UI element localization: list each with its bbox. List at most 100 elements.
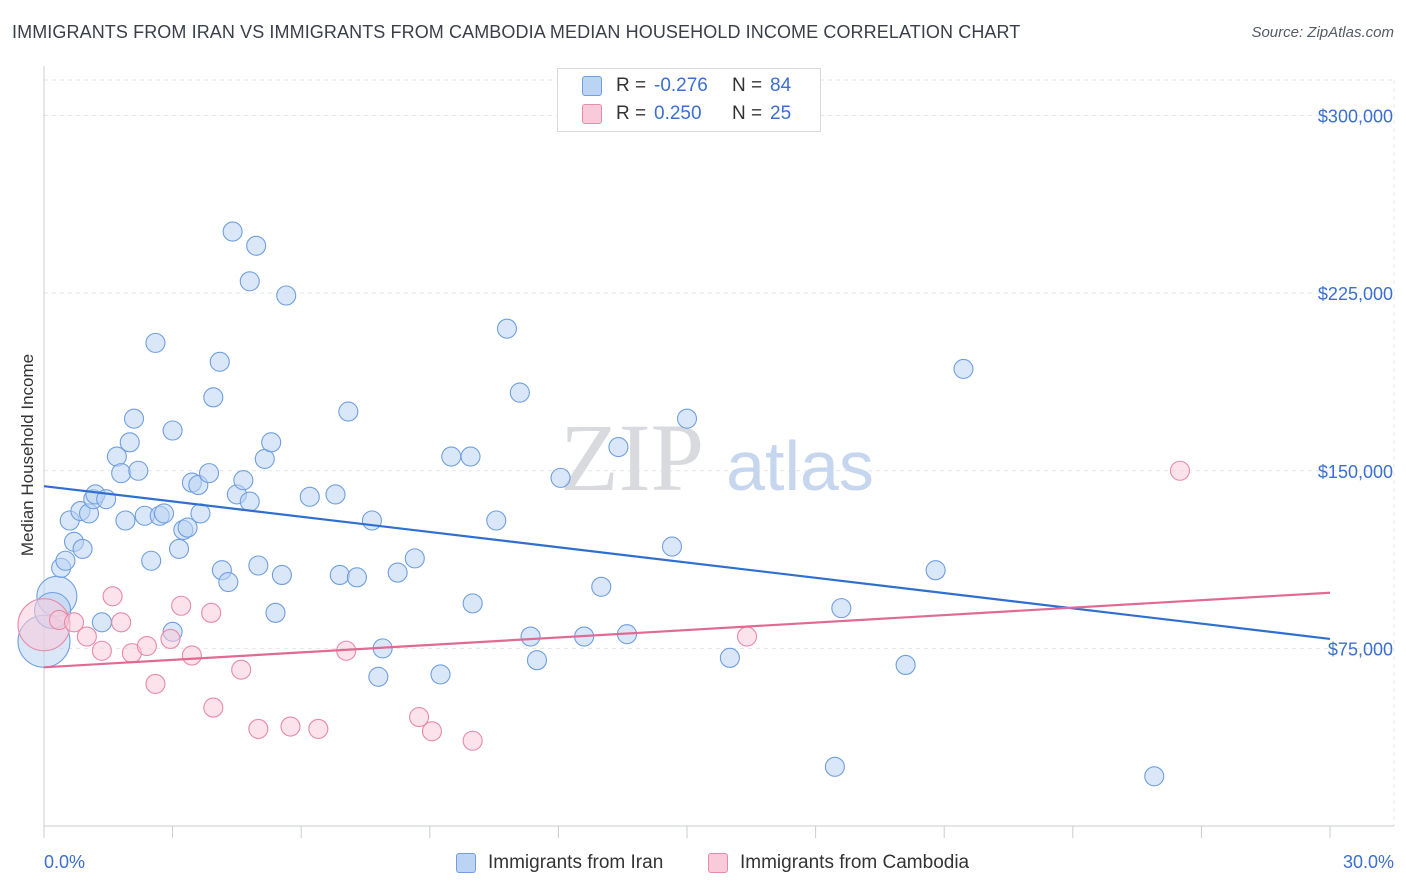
data-point <box>361 510 382 531</box>
data-point <box>233 470 254 491</box>
data-point <box>550 467 571 488</box>
y-tick-labels: $75,000 $150,000 $225,000 $300,000 <box>1318 107 1393 660</box>
data-point <box>404 548 425 569</box>
data-point <box>162 420 183 441</box>
data-point <box>91 640 112 661</box>
r-value: -0.276 <box>654 75 708 96</box>
data-point <box>346 567 367 588</box>
data-point <box>486 510 507 531</box>
data-point <box>329 564 350 586</box>
data-point <box>824 756 845 777</box>
data-point <box>63 612 85 633</box>
y-tick-label: $300,000 <box>1318 107 1393 127</box>
y-axis-label: Median Household Income <box>18 353 37 557</box>
data-point <box>409 707 430 728</box>
data-point <box>145 332 166 353</box>
data-point <box>141 550 162 571</box>
trend-lines <box>43 485 1331 669</box>
legend-swatch-iran <box>456 853 476 873</box>
data-point <box>925 560 946 581</box>
data-point <box>387 562 408 583</box>
data-point <box>145 673 166 694</box>
series-cambodia <box>17 460 1191 751</box>
trend-line-cambodia <box>43 591 1331 669</box>
data-point <box>299 486 320 507</box>
source-credit: Source: ZipAtlas.com <box>1251 24 1394 41</box>
data-point <box>520 626 541 647</box>
x-tick-label-max: 30.0% <box>1342 852 1394 872</box>
chart-title: IMMIGRANTS FROM IRAN VS IMMIGRANTS FROM … <box>12 22 1021 42</box>
grid-lines <box>44 79 1395 826</box>
legend-item-iran[interactable]: Immigrants from Iran <box>456 852 663 874</box>
legend-swatch-cambodia <box>708 853 728 873</box>
r-value: 0.250 <box>654 103 702 124</box>
legend-label-iran: Immigrants from Iran <box>488 852 664 873</box>
data-point <box>261 432 282 453</box>
data-point <box>496 318 518 339</box>
data-point <box>181 645 202 666</box>
n-label: N = <box>732 75 763 96</box>
legend-row-iran: R = -0.276 N = 84 <box>582 73 791 99</box>
data-point <box>325 484 346 505</box>
data-point <box>462 730 483 751</box>
data-point <box>661 536 683 557</box>
data-point <box>895 654 916 676</box>
y-tick-label: $150,000 <box>1318 462 1393 482</box>
data-point <box>111 612 132 633</box>
watermark: ZIP atlas <box>560 404 874 511</box>
data-point <box>171 595 192 616</box>
data-point <box>218 572 239 593</box>
data-point <box>338 401 359 422</box>
data-point <box>76 626 97 647</box>
data-point <box>1169 460 1191 481</box>
data-point <box>608 437 629 458</box>
data-point <box>222 221 243 242</box>
data-point <box>719 647 740 668</box>
n-value: 25 <box>770 103 792 124</box>
data-point <box>276 285 297 306</box>
data-point <box>239 271 260 292</box>
data-point <box>246 235 267 256</box>
data-point <box>248 718 269 739</box>
data-point <box>953 358 974 379</box>
data-point <box>190 503 211 524</box>
data-point <box>736 626 758 647</box>
data-point <box>441 446 462 467</box>
data-point <box>509 382 530 403</box>
data-point <box>526 650 548 671</box>
legend-item-cambodia[interactable]: Immigrants from Cambodia <box>708 852 969 874</box>
data-point <box>460 446 481 467</box>
series-legend: Immigrants from Iran Immigrants from Cam… <box>0 852 1406 876</box>
data-point <box>160 628 181 649</box>
data-point <box>177 517 198 538</box>
watermark-atlas: atlas <box>726 427 874 505</box>
data-point <box>676 408 698 429</box>
data-point <box>203 387 224 408</box>
data-point <box>421 721 442 742</box>
x-tick-label-min: 0.0% <box>44 852 86 872</box>
y-tick-label: $225,000 <box>1318 284 1393 304</box>
data-point <box>168 538 190 559</box>
data-point <box>265 602 286 623</box>
legend-label-cambodia: Immigrants from Cambodia <box>740 852 970 873</box>
data-point <box>123 408 145 429</box>
data-point <box>136 635 157 657</box>
data-point <box>201 602 222 623</box>
r-label: R = <box>616 75 647 96</box>
data-point <box>91 612 112 633</box>
data-point <box>153 503 175 524</box>
y-tick-label: $75,000 <box>1328 639 1393 659</box>
n-value: 84 <box>770 75 792 96</box>
data-point <box>1144 766 1165 787</box>
data-point <box>430 664 451 685</box>
data-point <box>462 593 483 614</box>
data-points <box>17 221 1191 787</box>
data-point <box>231 659 252 680</box>
data-point <box>55 550 76 571</box>
data-point <box>271 564 292 586</box>
legend-swatch-cambodia <box>582 104 602 124</box>
axes <box>43 66 1394 838</box>
r-label: R = <box>616 103 647 124</box>
data-point <box>203 697 224 718</box>
